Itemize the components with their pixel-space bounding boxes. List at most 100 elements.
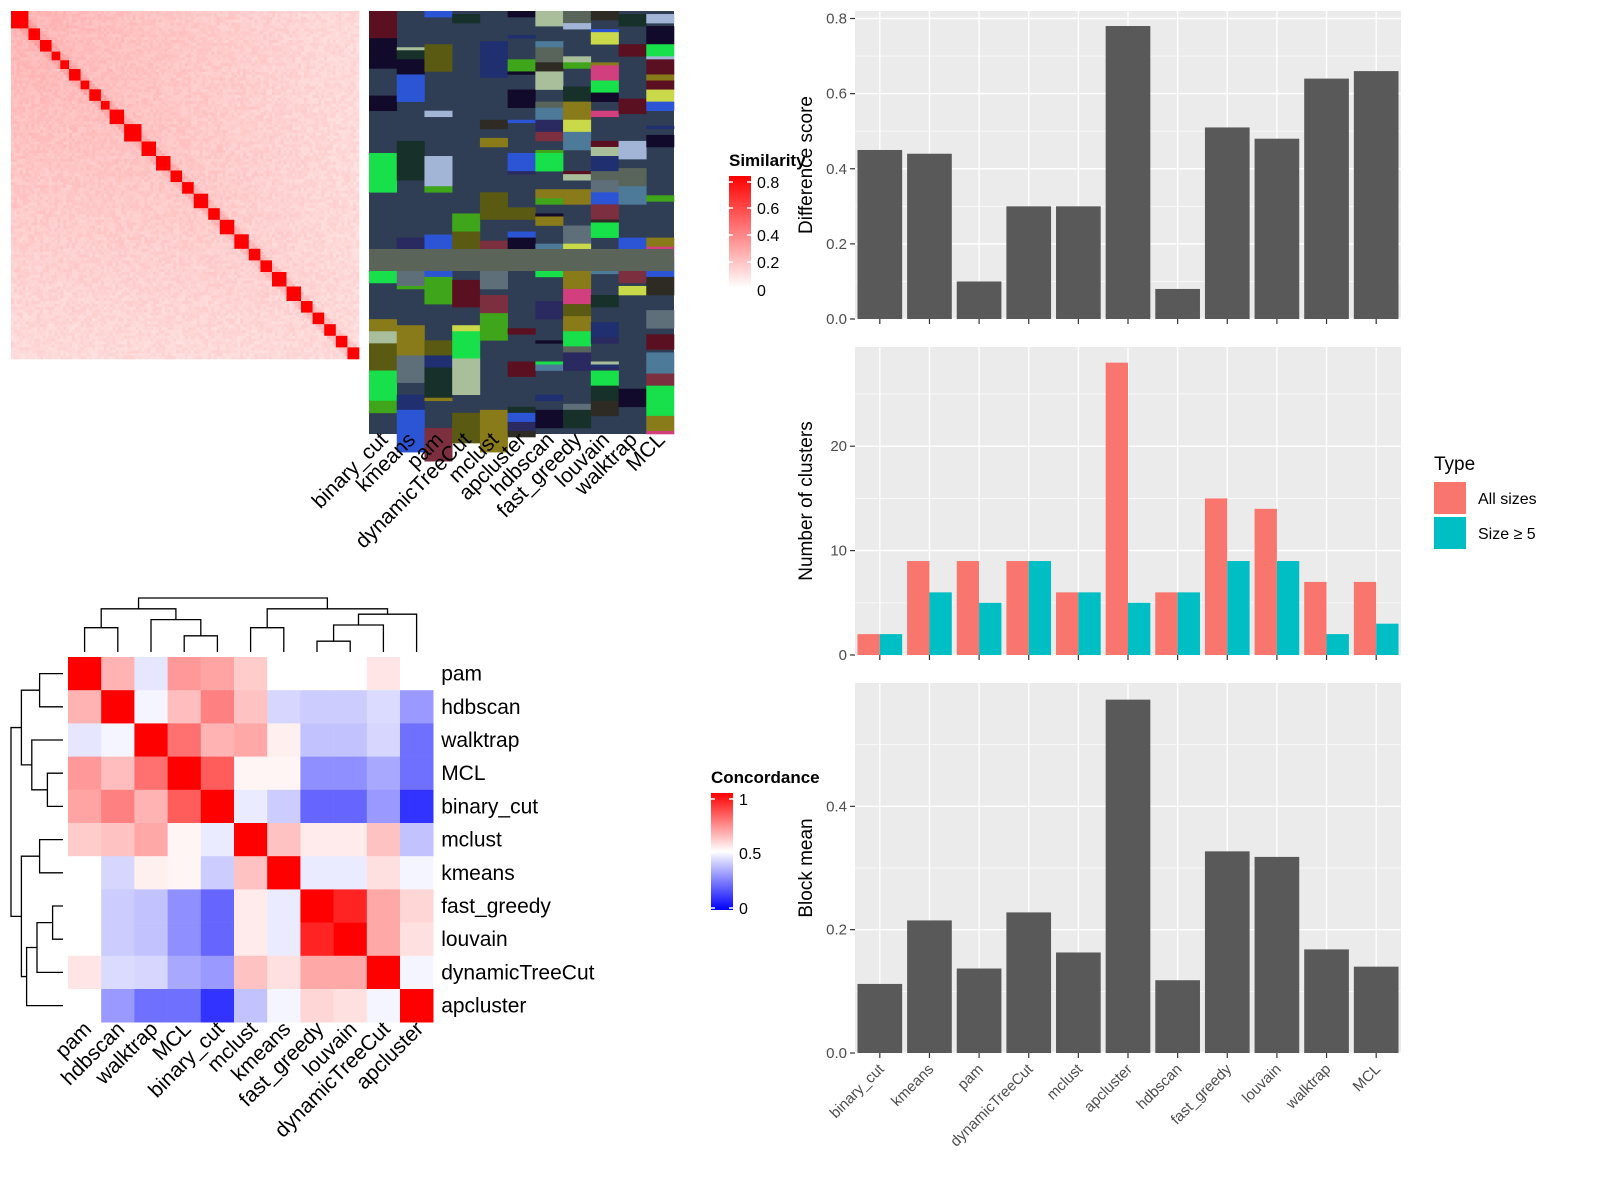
similarity-cell bbox=[327, 74, 331, 78]
similarity-cell bbox=[141, 66, 145, 70]
similarity-cell bbox=[45, 28, 49, 32]
similarity-cell bbox=[228, 92, 232, 96]
similarity-cell bbox=[214, 129, 218, 134]
similarity-cell bbox=[303, 103, 308, 107]
similarity-cell bbox=[257, 109, 261, 113]
similarity-cell bbox=[228, 124, 232, 128]
similarity-cell bbox=[156, 89, 160, 93]
similarity-cell bbox=[176, 11, 180, 15]
similarity-cell bbox=[272, 92, 276, 96]
similarity-cell bbox=[199, 34, 203, 38]
similarity-cell bbox=[132, 22, 136, 26]
similarity-cell bbox=[286, 37, 290, 41]
similarity-cell bbox=[71, 77, 76, 81]
similarity-cell bbox=[350, 60, 354, 64]
similarity-cell bbox=[31, 25, 35, 29]
similarity-cell bbox=[51, 106, 55, 110]
similarity-cell bbox=[89, 127, 93, 131]
similarity-cell bbox=[95, 45, 99, 49]
similarity-cell bbox=[153, 80, 157, 84]
similarity-cell bbox=[19, 60, 23, 64]
similarity-cell bbox=[170, 127, 174, 131]
similarity-cell bbox=[272, 51, 276, 55]
similarity-cell bbox=[60, 45, 64, 49]
similarity-cell bbox=[13, 100, 18, 105]
similarity-cell bbox=[37, 71, 41, 76]
similarity-cell bbox=[338, 69, 342, 73]
similarity-cell bbox=[216, 11, 221, 15]
similarity-cell bbox=[216, 22, 221, 26]
similarity-cell bbox=[31, 95, 35, 99]
similarity-cell bbox=[263, 74, 267, 78]
similarity-cell bbox=[309, 13, 313, 18]
similarity-cell bbox=[193, 34, 197, 38]
similarity-cell bbox=[211, 109, 215, 113]
similarity-cell bbox=[248, 106, 252, 110]
similarity-cell bbox=[173, 54, 177, 58]
similarity-cell bbox=[16, 127, 20, 131]
similarity-cell bbox=[92, 19, 96, 23]
similarity-cell bbox=[187, 121, 192, 125]
similarity-cell bbox=[86, 71, 90, 76]
similarity-cell bbox=[240, 51, 244, 55]
similarity-cell bbox=[286, 74, 290, 78]
similarity-cell bbox=[243, 106, 247, 110]
similarity-cell bbox=[153, 109, 157, 113]
similarity-cell bbox=[109, 34, 113, 38]
similarity-cell bbox=[71, 118, 76, 122]
similarity-cell bbox=[260, 54, 264, 58]
similarity-cell bbox=[161, 127, 165, 131]
similarity-cell bbox=[135, 69, 139, 73]
similarity-cell bbox=[274, 112, 279, 116]
similarity-cell bbox=[327, 42, 331, 47]
similarity-cell bbox=[164, 69, 168, 73]
similarity-cell bbox=[74, 127, 78, 131]
similarity-cell bbox=[332, 13, 337, 18]
similarity-cell bbox=[222, 92, 226, 96]
similarity-cell bbox=[34, 74, 38, 78]
similarity-cell bbox=[170, 60, 174, 64]
similarity-cell bbox=[31, 37, 35, 41]
similarity-cell bbox=[356, 92, 360, 96]
similarity-cell bbox=[260, 118, 264, 122]
similarity-cell bbox=[286, 69, 290, 73]
similarity-cell bbox=[353, 83, 357, 87]
similarity-cell bbox=[129, 16, 134, 20]
similarity-cell bbox=[283, 98, 287, 102]
similarity-cell bbox=[353, 69, 357, 73]
similarity-cell bbox=[260, 89, 264, 93]
similarity-cell bbox=[196, 71, 200, 76]
similarity-cell bbox=[48, 77, 52, 81]
similarity-cell bbox=[45, 57, 49, 61]
similarity-cell bbox=[286, 118, 290, 122]
similarity-cell bbox=[335, 83, 339, 87]
similarity-cell bbox=[138, 63, 142, 67]
similarity-cell bbox=[179, 103, 183, 107]
similarity-cell bbox=[156, 16, 160, 20]
similarity-cell bbox=[344, 86, 348, 90]
similarity-cell bbox=[245, 86, 250, 90]
similarity-cell bbox=[34, 118, 38, 122]
similarity-cell bbox=[185, 48, 189, 52]
similarity-cell bbox=[277, 86, 281, 90]
similarity-cell bbox=[11, 11, 15, 15]
similarity-cell bbox=[11, 86, 15, 90]
similarity-cell bbox=[112, 19, 116, 23]
similarity-cell bbox=[98, 57, 102, 61]
similarity-cell bbox=[92, 51, 96, 55]
similarity-cell bbox=[115, 57, 119, 61]
similarity-cell bbox=[266, 45, 270, 49]
similarity-cell bbox=[356, 31, 360, 35]
similarity-cell bbox=[103, 83, 107, 87]
similarity-cell bbox=[214, 112, 218, 116]
similarity-cell bbox=[190, 121, 194, 125]
similarity-cell bbox=[124, 86, 128, 90]
similarity-cell bbox=[205, 109, 209, 113]
similarity-cell bbox=[245, 106, 250, 110]
similarity-cell bbox=[100, 115, 105, 119]
similarity-cell bbox=[34, 48, 38, 52]
similarity-cell bbox=[173, 98, 177, 102]
similarity-cell bbox=[161, 13, 165, 18]
similarity-cell bbox=[332, 77, 337, 81]
similarity-cell bbox=[45, 11, 49, 15]
